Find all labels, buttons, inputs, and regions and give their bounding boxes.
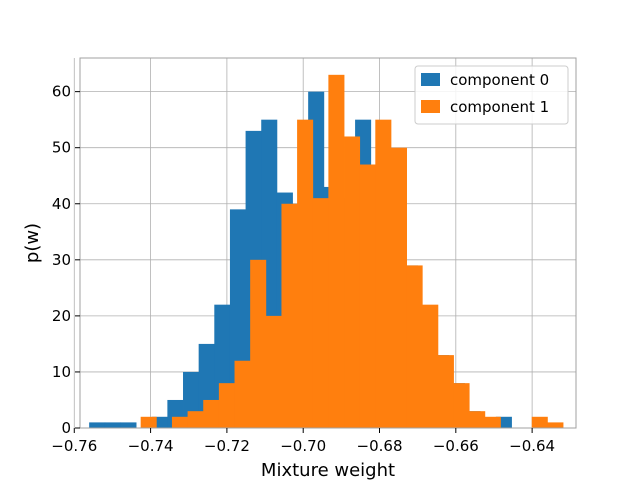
x-tick-label: −0.64	[509, 437, 555, 455]
histogram-bar-component-1	[469, 411, 486, 428]
histogram-bar-component-0	[495, 416, 512, 428]
x-tick-label: −0.74	[128, 437, 174, 455]
histogram-bar-component-1	[312, 198, 329, 428]
histogram-bar-component-0	[120, 422, 137, 428]
histogram-bar-component-1	[422, 304, 439, 428]
axes-frame	[79, 57, 577, 429]
legend-label-component-1: component 1	[450, 98, 549, 116]
legend-label-component-0: component 0	[450, 71, 549, 89]
histogram-bar-component-1	[281, 203, 298, 428]
histogram-bar-component-1	[484, 416, 501, 428]
histogram-bar-component-1	[140, 416, 157, 428]
x-axis-label: Mixture weight	[261, 460, 395, 480]
histogram-bar-component-1	[203, 399, 220, 428]
x-tick-label: −0.72	[204, 437, 250, 455]
histogram-bar-component-1	[375, 119, 392, 429]
y-tick-label: 20	[52, 307, 71, 325]
series-component-1-bars	[140, 74, 564, 429]
legend-swatch-component-1	[421, 100, 440, 113]
histogram-bar-component-1	[250, 259, 267, 428]
x-tick-label: −0.66	[433, 437, 479, 455]
x-tick-label: −0.68	[357, 437, 403, 455]
histogram-bar-component-1	[531, 416, 548, 428]
histogram-bar-component-1	[328, 74, 345, 429]
x-tick-label: −0.70	[280, 437, 326, 455]
histogram-bar-component-1	[547, 422, 564, 428]
y-tick-label: 30	[52, 251, 71, 269]
y-tick-label: 40	[52, 195, 71, 213]
histogram-bar-component-1	[297, 119, 314, 429]
legend-swatch-component-0	[421, 73, 440, 86]
legend-box	[414, 65, 569, 125]
histogram-bar-component-1	[359, 164, 376, 429]
y-axis-label: p(w)	[22, 223, 43, 263]
y-tick-label: 50	[52, 139, 71, 157]
histogram-bar-component-1	[390, 147, 407, 429]
histogram-bar-component-1	[171, 416, 188, 428]
histogram-bar-component-1	[344, 136, 361, 428]
histogram-bar-component-1	[187, 411, 204, 428]
y-tick-label: 60	[52, 83, 71, 101]
histogram-bar-component-1	[453, 383, 470, 428]
legend: component 0 component 1	[414, 65, 569, 125]
histogram-bar-component-1	[406, 265, 423, 428]
y-tick-label: 10	[52, 363, 71, 381]
x-tick-label: −0.76	[51, 437, 97, 455]
histogram-bar-component-0	[104, 422, 121, 428]
histogram-bar-component-1	[218, 383, 235, 428]
histogram-bar-component-1	[265, 315, 282, 428]
histogram-bar-component-0	[151, 416, 168, 428]
histogram-bar-component-1	[437, 355, 454, 428]
y-tick-label: 0	[61, 419, 71, 437]
y-axis: 0 10 20 30 40 50 60	[52, 83, 80, 437]
histogram-bar-component-0	[89, 422, 106, 428]
histogram-bar-component-1	[234, 360, 251, 428]
x-axis: −0.76 −0.74 −0.72 −0.70 −0.68 −0.66 −0.64	[51, 428, 555, 455]
